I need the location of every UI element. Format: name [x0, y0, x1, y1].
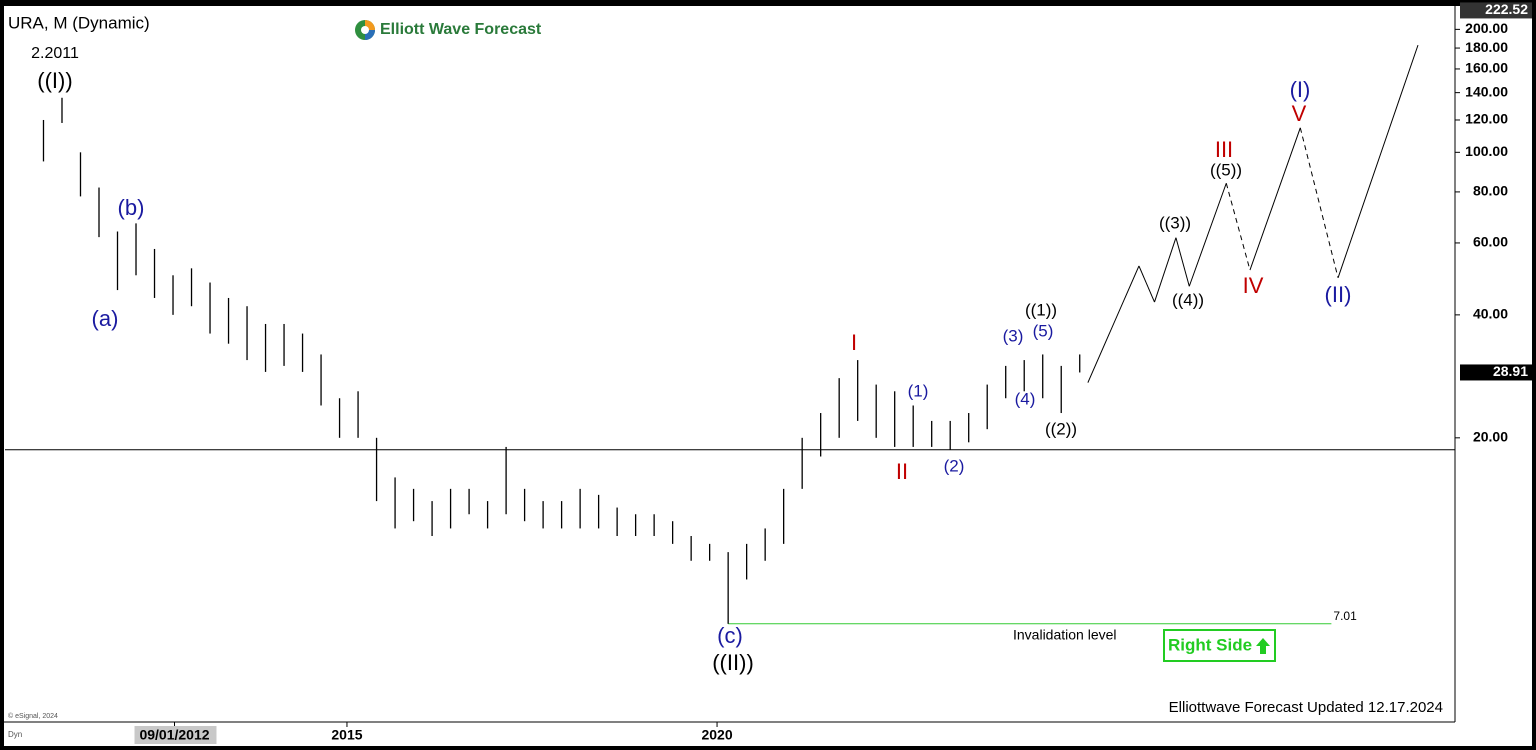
- projection-segment: [1175, 237, 1190, 287]
- wave-label: (c): [717, 623, 743, 648]
- wave-label: ((5)): [1210, 160, 1242, 179]
- background: [4, 6, 1532, 746]
- wave-label: (II): [1325, 282, 1352, 307]
- wave-label: IV: [1243, 273, 1264, 298]
- chart-title: URA, M (Dynamic): [8, 13, 150, 32]
- price-badge-label: 222.52: [1485, 1, 1528, 17]
- wave-label: (4): [1015, 389, 1036, 408]
- y-tick-label: 80.00: [1473, 183, 1508, 199]
- y-tick-label: 160.00: [1465, 60, 1508, 76]
- wave-label: (2): [944, 456, 965, 475]
- projection-segment: [1138, 265, 1155, 303]
- wave-label: 2.2011: [31, 45, 79, 62]
- logo-icon: [361, 26, 369, 34]
- wave-label: (b): [118, 195, 145, 220]
- projection-segment: [1154, 237, 1177, 303]
- projection-segment: [1188, 183, 1227, 287]
- projection-segment: [1249, 127, 1301, 271]
- y-tick-label: 100.00: [1465, 143, 1508, 159]
- right-side-text: Right Side: [1168, 635, 1252, 654]
- wave-label: ((3)): [1159, 213, 1191, 232]
- brand: Elliott Wave Forecast: [380, 21, 542, 38]
- x-tick-label: 09/01/2012: [139, 727, 209, 743]
- price-badge: [1460, 364, 1532, 381]
- y-tick-label: 40.00: [1473, 306, 1508, 322]
- x-tick-label: 2020: [701, 727, 732, 743]
- mode: Dyn: [8, 730, 22, 739]
- y-tick-label: 180.00: [1465, 39, 1508, 55]
- price-badge-label: 28.91: [1493, 363, 1528, 379]
- copyright: © eSignal, 2024: [8, 712, 58, 720]
- projection-segment: [1225, 183, 1251, 271]
- projection-segment: [1299, 127, 1339, 278]
- wave-label: (a): [92, 306, 119, 331]
- wave-label: I: [851, 330, 857, 355]
- price-badge: [1460, 2, 1532, 19]
- wave-label: (5): [1033, 321, 1054, 340]
- wave-label: V: [1292, 101, 1307, 126]
- logo: Elliott Wave Forecast: [355, 20, 542, 40]
- wave-label: ((I)): [37, 68, 72, 93]
- y-tick-label: 20.00: [1473, 429, 1508, 445]
- y-tick-label: 120.00: [1465, 111, 1508, 127]
- wave-label: (I): [1290, 77, 1311, 102]
- invalidation-value: 7.01: [1333, 609, 1357, 623]
- y-tick-label: 60.00: [1473, 234, 1508, 250]
- projection-segment: [1087, 265, 1140, 383]
- y-tick-label: 200.00: [1465, 20, 1508, 36]
- y-tick-label: 140.00: [1465, 83, 1508, 99]
- footer: Elliottwave Forecast Updated 12.17.2024: [1169, 699, 1443, 716]
- wave-label: III: [1215, 137, 1233, 162]
- wave-label: (1): [908, 381, 929, 400]
- x-tick-label: 2015: [331, 727, 362, 743]
- wave-label: ((II)): [712, 650, 754, 675]
- invalidation-label: Invalidation level: [1013, 627, 1117, 643]
- projection-segment: [1337, 44, 1419, 278]
- wave-label: (3): [1003, 326, 1024, 345]
- x-tick-highlight: [134, 726, 217, 744]
- up-arrow: [1256, 638, 1270, 654]
- wave-label: ((2)): [1045, 419, 1077, 438]
- wave-label: ((4)): [1172, 290, 1204, 309]
- wave-label: II: [896, 459, 908, 484]
- wave-label: ((1)): [1025, 300, 1057, 319]
